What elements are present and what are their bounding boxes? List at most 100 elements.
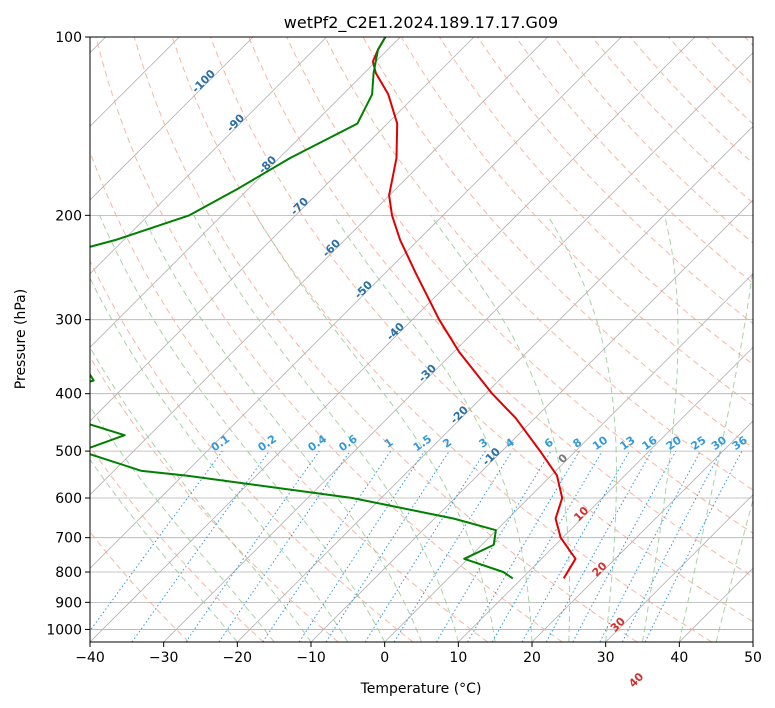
moist-adiabat (193, 215, 459, 642)
mixing-ratio-line (218, 450, 351, 642)
isotherm-line (90, 37, 622, 569)
mixing-ratio-label: 6 (542, 436, 556, 451)
isotherm-line (310, 199, 753, 642)
dry-adiabat (553, 37, 753, 244)
mixing-ratio-lines (90, 450, 743, 642)
plot-frame (89, 36, 754, 643)
mixing-ratio-line (521, 450, 630, 642)
isotherm-line (531, 420, 753, 642)
mixing-ratio-label: 25 (689, 434, 709, 453)
x-tick-label: −10 (296, 650, 326, 666)
moist-adiabat (90, 405, 275, 642)
moist-adiabat (255, 215, 496, 642)
y-tick-label: 1000 (46, 622, 82, 638)
isotherm-line (90, 37, 548, 496)
mixing-ratio-label: 1 (382, 436, 396, 451)
isotherm-line (458, 346, 753, 642)
y-tick-label: 400 (55, 387, 82, 403)
isotherm-line (90, 37, 475, 422)
mixing-ratio-line (298, 450, 425, 642)
isotherm-label: -30 (416, 361, 439, 384)
isotherm-label: -40 (384, 320, 407, 343)
dry-adiabat (591, 37, 753, 204)
mixing-ratio-line (644, 450, 743, 642)
dry-adiabat (248, 37, 753, 578)
isotherm-line (752, 641, 753, 642)
mixing-ratio-label: 36 (730, 433, 750, 453)
mixing-ratio-line (572, 450, 677, 642)
dry-adiabat (95, 37, 563, 642)
isotherm-line (237, 125, 753, 642)
isotherm-label: -50 (352, 278, 375, 301)
x-tick-label: −30 (149, 650, 179, 666)
x-tick-label: −20 (223, 650, 253, 666)
temperature-label: 10 (571, 504, 591, 524)
dry-adiabat (90, 150, 488, 642)
pressure-grid (90, 37, 753, 642)
mixing-ratio-line (599, 450, 701, 642)
y-tick-label: 200 (55, 208, 82, 224)
moist-adiabat (90, 458, 238, 642)
moist-adiabat (430, 215, 571, 642)
isotherm-label: -20 (448, 403, 471, 426)
moist-adiabat (547, 215, 617, 642)
x-tick-label: 0 (380, 650, 389, 666)
dry-adiabat (515, 37, 753, 284)
y-tick-label: 800 (55, 565, 82, 581)
mixing-ratio-line (393, 450, 513, 642)
temperature-profile (371, 37, 577, 579)
isotherm-line (90, 37, 327, 275)
isotherm-label: -60 (320, 236, 343, 259)
x-tick-label: −40 (75, 650, 105, 666)
mixing-ratio-label: 8 (571, 436, 585, 451)
moist-adiabat (332, 215, 533, 642)
y-tick-label: 600 (55, 491, 82, 507)
isotherm-label: -90 (224, 111, 247, 134)
isotherm-line (163, 52, 753, 642)
mixing-ratio-line (435, 450, 552, 642)
dry-adiabat (90, 259, 414, 642)
isotherm-line (605, 494, 753, 642)
x-tick-label: 10 (449, 650, 467, 666)
dry-adiabat (90, 445, 264, 642)
mixing-ratio-label: 20 (664, 433, 684, 453)
isotherm-line (90, 37, 401, 348)
moist-adiabat (642, 215, 679, 642)
mixing-ratio-line (545, 450, 653, 642)
mixing-ratio-line (467, 450, 580, 642)
dry-adiabat (668, 37, 753, 125)
y-tick-label: 900 (55, 595, 82, 611)
x-axis-label: Temperature (°C) (360, 681, 482, 697)
y-axis-label: Pressure (hPa) (13, 289, 29, 389)
mixing-ratio-line (262, 450, 392, 642)
dry-adiabat (90, 356, 339, 642)
mixing-ratio-label: 10 (590, 433, 610, 453)
x-tick-label: 50 (744, 650, 762, 666)
y-tick-label: 300 (55, 313, 82, 329)
temperature-label: 30 (608, 615, 628, 635)
moist-adiabat (99, 215, 386, 642)
x-axis: −40 −30 −20 −10 0 10 20 30 40 50 (75, 642, 762, 666)
temperature-label: 40 (626, 670, 646, 690)
mixing-ratio-line (90, 450, 223, 632)
dry-adiabat (286, 37, 753, 534)
moist-adiabat (678, 264, 753, 642)
isotherm-line (90, 37, 254, 201)
x-tick-label: 40 (670, 650, 688, 666)
mixing-ratio-label: 13 (617, 434, 637, 453)
adiabat-lines (90, 37, 753, 642)
x-tick-label: 30 (597, 650, 615, 666)
moist-adiabat (142, 215, 422, 642)
mixing-ratio-label: 16 (640, 433, 660, 453)
mixing-ratio-line (364, 450, 486, 642)
isotherm-line (384, 273, 753, 642)
chart-title: wetPf2_C2E1.2024.189.17.17.G09 (284, 13, 558, 33)
y-tick-label: 700 (55, 531, 82, 547)
isotherm-line (679, 567, 753, 642)
moist-adiabat (90, 346, 312, 642)
x-tick-label: 20 (523, 650, 541, 666)
isotherm-label: -100 (189, 67, 218, 96)
dry-adiabat (133, 37, 638, 642)
mixing-ratio-label: 30 (709, 433, 729, 453)
